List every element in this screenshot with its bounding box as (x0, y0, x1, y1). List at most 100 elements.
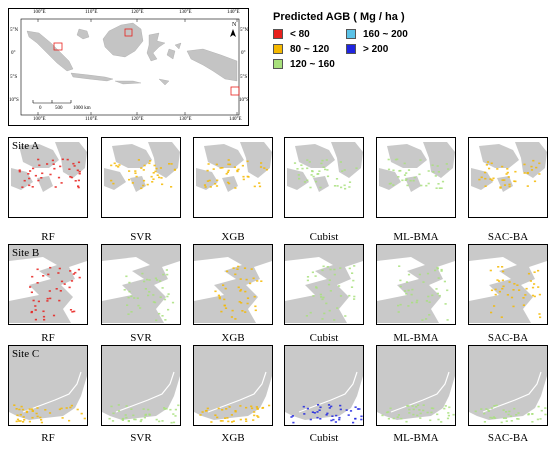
map-panel (193, 345, 273, 426)
map-panel (284, 244, 364, 325)
map-panel (284, 345, 364, 426)
legend-item: 120 ~ 160 (273, 58, 335, 70)
lon-label-top: 110°E (85, 10, 98, 15)
legend-swatch (346, 29, 356, 39)
model-caption: XGB (221, 332, 245, 344)
site-map (471, 142, 547, 192)
lon-label-top: 130°E (179, 10, 192, 15)
legend-item: < 80 (273, 28, 310, 40)
site-map (469, 245, 547, 323)
model-caption: Cubist (309, 231, 339, 243)
legend-swatch (273, 44, 283, 54)
scale-tick-label: 0 (39, 106, 42, 111)
model-caption: RF (41, 231, 55, 243)
legend-title: Predicted AGB ( Mg / ha ) (273, 11, 405, 23)
site-map (194, 245, 272, 323)
model-caption: SAC-BA (487, 332, 529, 344)
north-label: N (232, 22, 237, 28)
site-map (102, 245, 180, 323)
lon-label-bottom: 130°E (179, 117, 192, 122)
site-map (469, 346, 547, 424)
site-map (104, 142, 180, 192)
legend-item: 160 ~ 200 (346, 28, 408, 40)
model-caption: Cubist (309, 332, 339, 344)
lon-label-bottom: 110°E (85, 117, 98, 122)
map-panel: Site B (8, 244, 88, 325)
lat-label-left: 0° (11, 51, 16, 56)
map-panel (376, 244, 456, 325)
model-caption: SVR (130, 332, 152, 344)
lat-label-left: 5°S (10, 75, 18, 80)
legend-label: 120 ~ 160 (290, 58, 335, 70)
lat-label-right: 5°S (240, 75, 248, 80)
model-caption: SVR (130, 231, 152, 243)
legend-label: 80 ~ 120 (290, 43, 330, 55)
legend-item: > 200 (346, 43, 388, 55)
map-panel (468, 244, 548, 325)
model-caption: SVR (130, 432, 152, 444)
lon-label-bottom: 100°E (33, 117, 46, 122)
model-caption: SAC-BA (487, 432, 529, 444)
legend-swatch (346, 44, 356, 54)
scale-tick-label: 1000 km (73, 106, 91, 111)
site-map (196, 142, 272, 192)
map-panel (376, 137, 456, 218)
site-map (377, 245, 455, 323)
site-map (9, 346, 87, 424)
site-label: Site C (12, 348, 40, 360)
site-map (287, 142, 363, 192)
model-caption: RF (41, 432, 55, 444)
legend-swatch (273, 59, 283, 69)
lon-label-top: 140°E (227, 10, 240, 15)
model-caption: Cubist (309, 432, 339, 444)
lat-label-right: 5°N (240, 28, 249, 33)
map-panel (101, 345, 181, 426)
lat-label-right: 0° (241, 51, 246, 56)
legend-item: 80 ~ 120 (273, 43, 329, 55)
legend-swatch (273, 29, 283, 39)
model-caption: ML-BMA (393, 332, 439, 344)
map-panel: Site A (8, 137, 88, 218)
map-panel (101, 244, 181, 325)
site-b-box (124, 28, 133, 37)
map-panel (468, 137, 548, 218)
site-map (9, 245, 87, 323)
site-c-box (230, 86, 240, 96)
model-caption: XGB (221, 231, 245, 243)
map-panel (101, 137, 181, 218)
lat-label-left: 10°S (9, 98, 19, 103)
lon-label-top: 120°E (131, 10, 144, 15)
model-caption: ML-BMA (393, 231, 439, 243)
site-map (285, 346, 363, 424)
model-caption: ML-BMA (393, 432, 439, 444)
legend-label: 160 ~ 200 (363, 28, 408, 40)
map-panel (193, 244, 273, 325)
site-label: Site B (12, 247, 40, 259)
site-map (11, 142, 87, 192)
lon-label-bottom: 120°E (131, 117, 144, 122)
model-caption: SAC-BA (487, 231, 529, 243)
legend-label: < 80 (290, 28, 310, 40)
site-a-box (53, 42, 63, 51)
legend-label: > 200 (363, 43, 389, 55)
scale-tick-label: 500 (55, 106, 63, 111)
lat-label-right: 10°S (239, 98, 249, 103)
indonesia-map (20, 18, 240, 116)
map-panel: Site C (8, 345, 88, 426)
map-panel (193, 137, 273, 218)
lon-label-bottom: 140°E (229, 117, 242, 122)
lon-label-top: 100°E (33, 10, 46, 15)
site-map (377, 346, 455, 423)
map-panel (468, 345, 548, 426)
site-label: Site A (12, 140, 40, 152)
map-panel (376, 345, 456, 426)
lat-label-left: 5°N (10, 28, 19, 33)
model-caption: RF (41, 332, 55, 344)
model-caption: XGB (221, 432, 245, 444)
north-arrow-icon (230, 29, 236, 37)
site-map (379, 142, 455, 192)
site-map (194, 346, 272, 423)
scale-bar (32, 100, 72, 104)
overview-map: 100°E 110°E 120°E 130°E 140°E 100°E 110°… (8, 8, 249, 126)
site-map (102, 346, 180, 424)
